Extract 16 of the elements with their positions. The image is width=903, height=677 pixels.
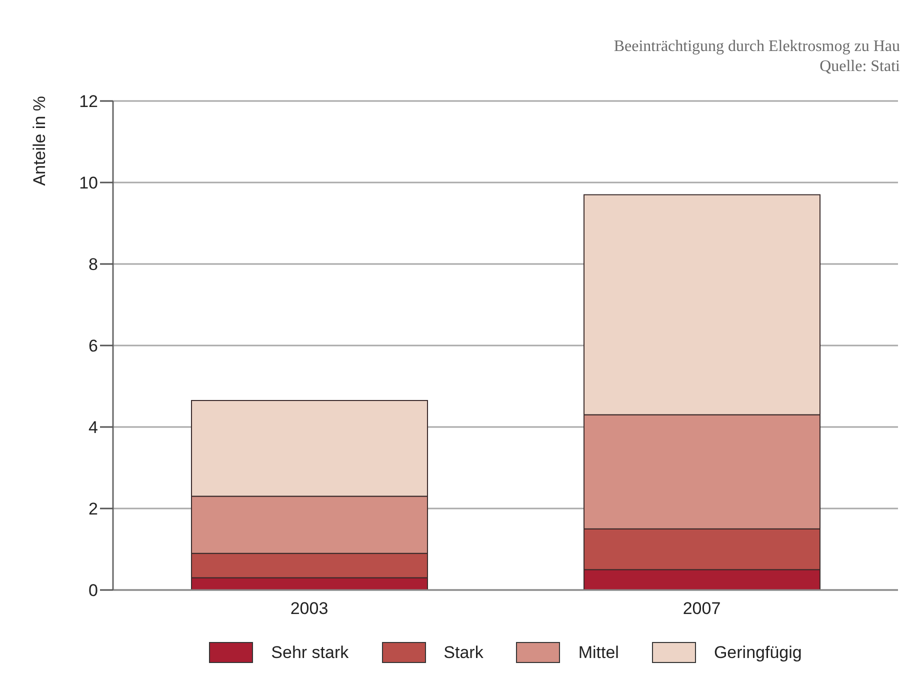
chart-title: Beeinträchtigung durch Elektrosmog zu Hau (614, 38, 900, 56)
y-tick-label: 0 (88, 581, 98, 600)
y-tick-label: 8 (88, 255, 98, 274)
y-tick-label: 6 (88, 336, 98, 356)
y-tick-label: 12 (79, 92, 98, 112)
y-tick-label: 10 (79, 174, 98, 193)
legend-label: Mittel (578, 642, 619, 662)
legend-label: Sehr stark (271, 642, 349, 662)
legend-label: Stark (444, 642, 484, 662)
y-axis-title: Anteile in % (30, 96, 50, 186)
source-note: Quelle: Stati (820, 58, 900, 76)
y-tick-label: 4 (88, 418, 98, 438)
x-tick-label: 2007 (682, 599, 721, 618)
x-tick-label: 2003 (290, 599, 328, 618)
legend-label: Geringfügig (714, 642, 802, 662)
y-tick-label: 2 (88, 500, 98, 519)
